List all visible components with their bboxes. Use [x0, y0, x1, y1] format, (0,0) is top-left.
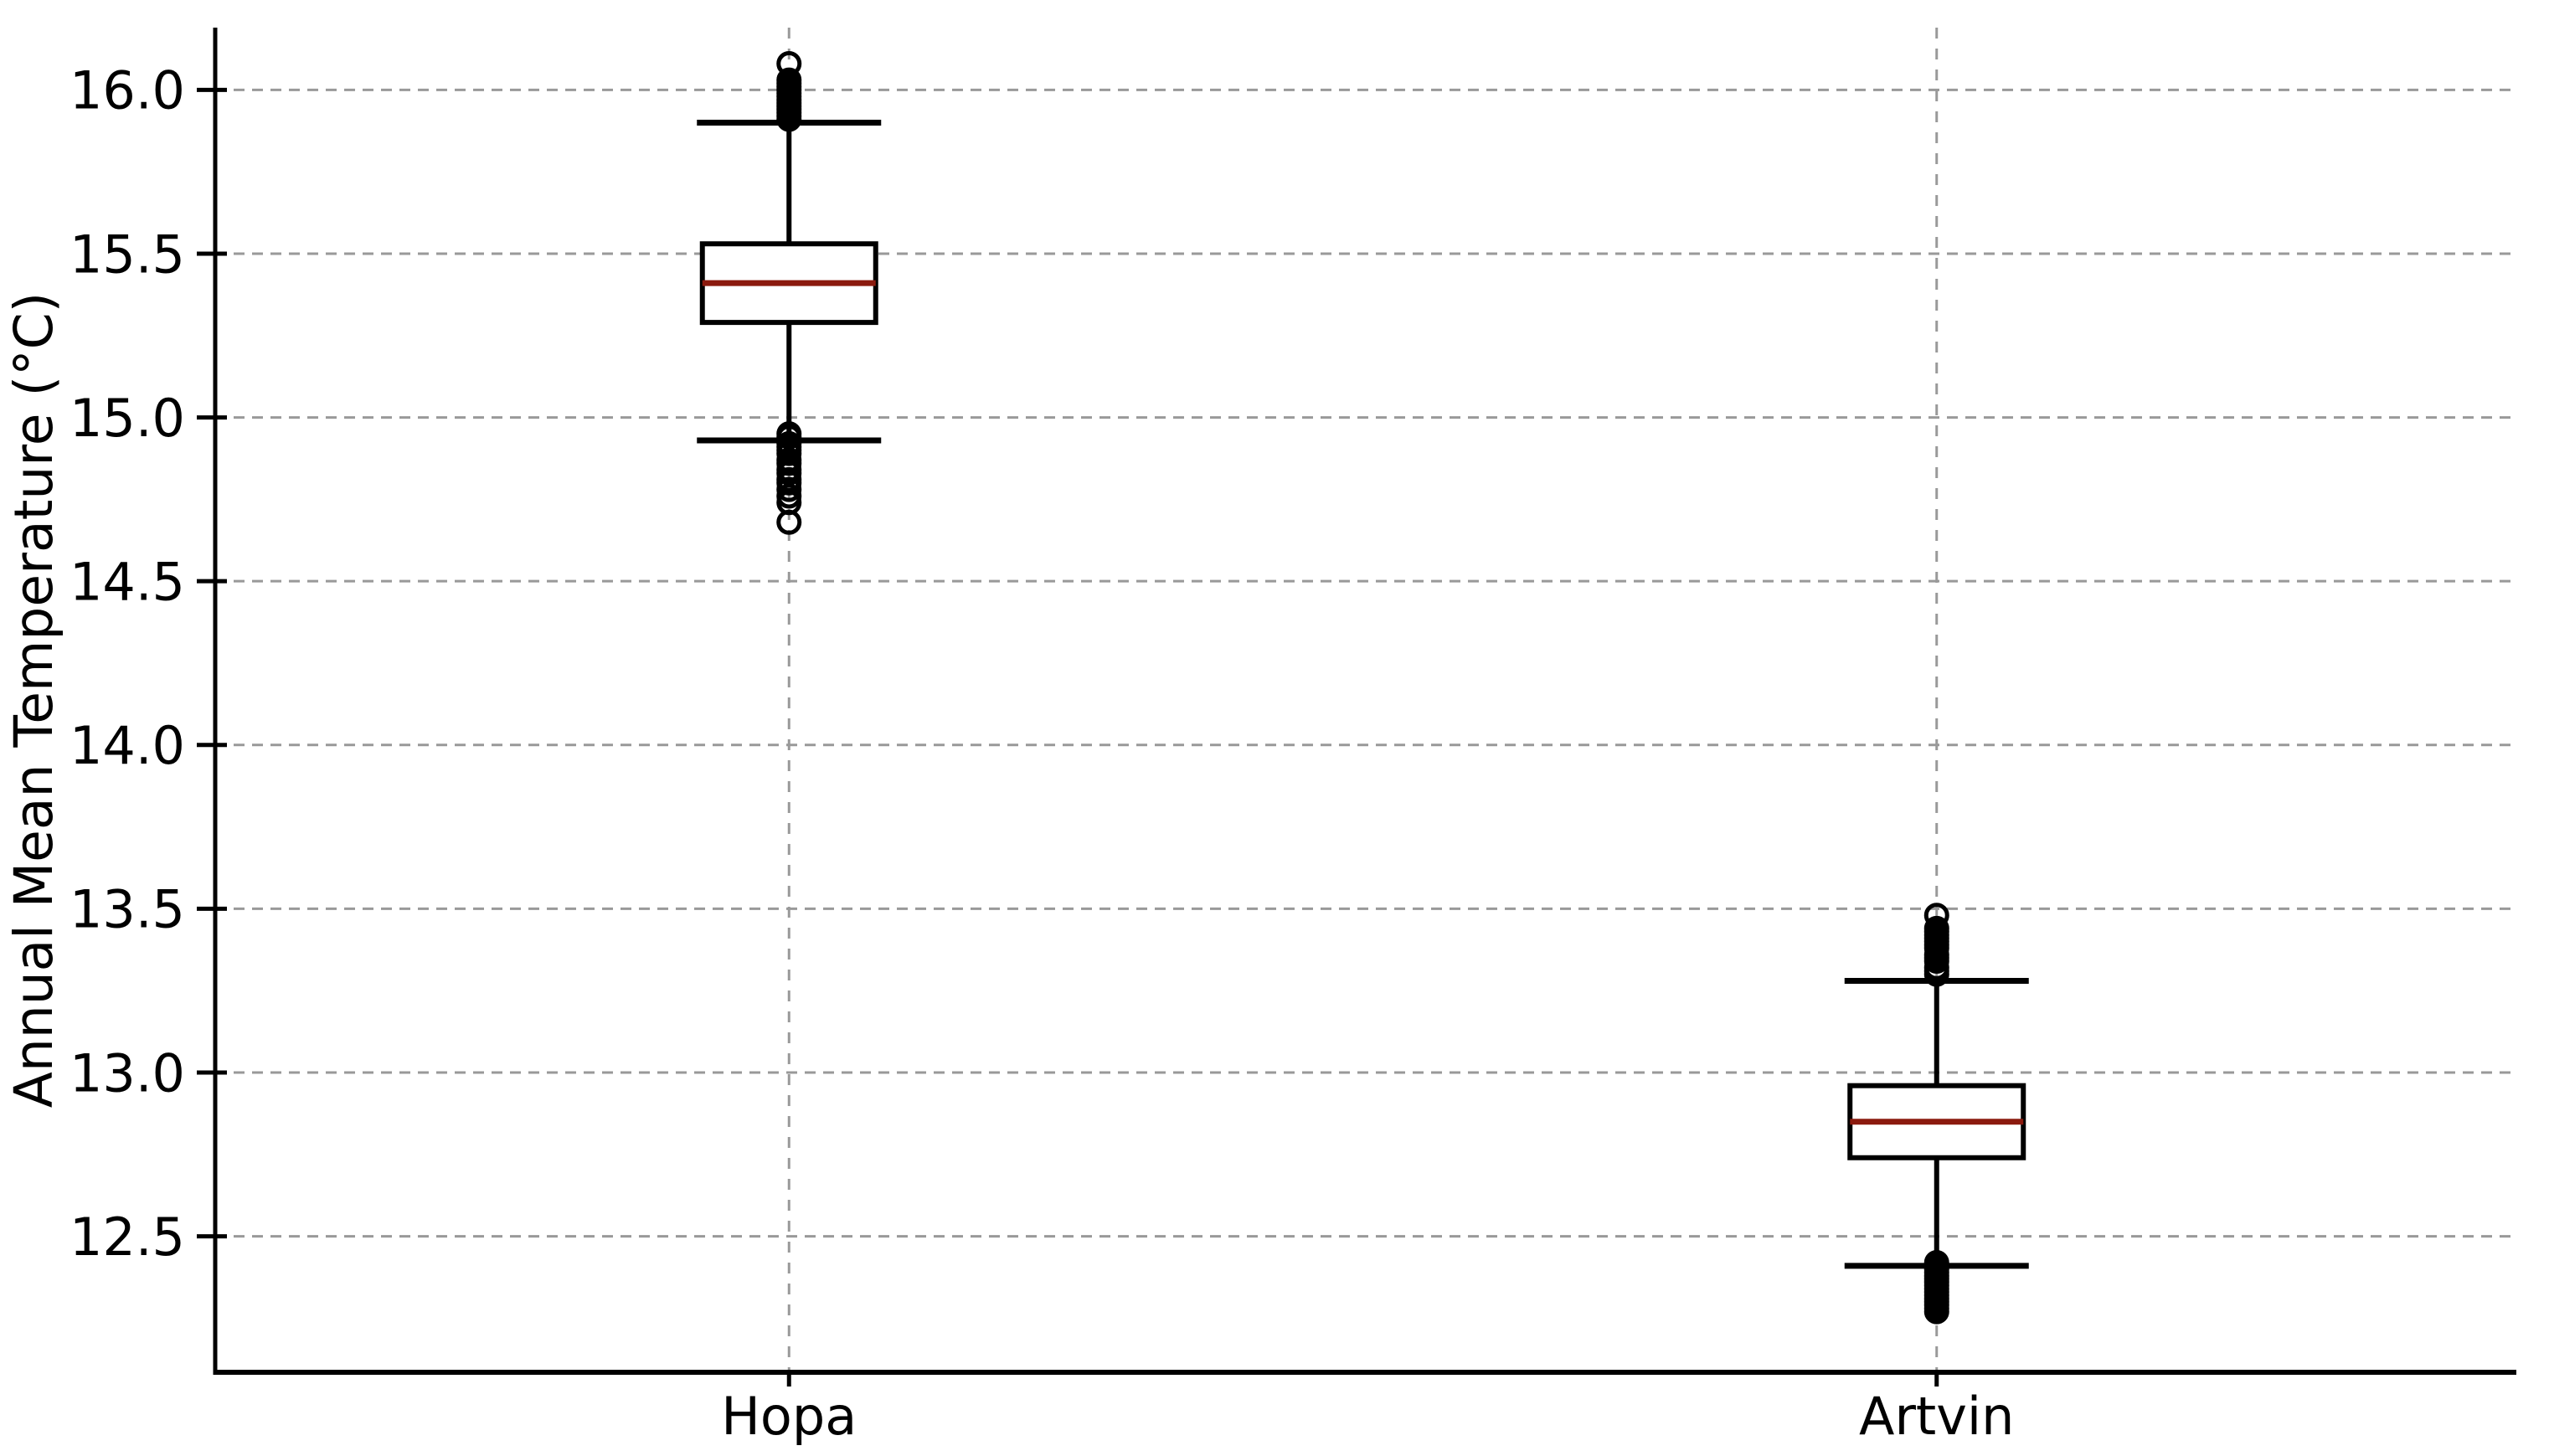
- boxplot-artvin: [1844, 903, 2029, 1325]
- outlier-point: [776, 106, 802, 132]
- y-tick-label: 15.0: [70, 388, 185, 449]
- tick-label-layer: 16.0 15.5 15.0 14.5 14.0 13.5 13.0 12.5 Hopa Artv…: [70, 60, 2015, 1447]
- y-tick-label: 13.0: [70, 1042, 185, 1104]
- outlier-point: [776, 509, 802, 535]
- axes-layer: [197, 28, 2516, 1387]
- y-tick-label: 14.0: [70, 715, 185, 776]
- y-tick-label: 14.5: [70, 551, 185, 612]
- x-tick-label-hopa: Hopa: [721, 1386, 857, 1447]
- y-tick-label: 12.5: [70, 1206, 185, 1268]
- outlier-point: [1923, 961, 1949, 987]
- y-tick-label: 13.5: [70, 879, 185, 940]
- boxplot-hopa: [697, 51, 882, 535]
- y-axis-label: Annual Mean Temperature (°C): [3, 292, 64, 1108]
- outlier-point: [1923, 1299, 1949, 1325]
- grid-layer: [215, 28, 2510, 1372]
- y-tick-label: 15.5: [70, 224, 185, 285]
- box-layer: [697, 51, 2029, 1325]
- x-tick-label-artvin: Artvin: [1859, 1386, 2014, 1447]
- y-tick-label: 16.0: [70, 60, 185, 121]
